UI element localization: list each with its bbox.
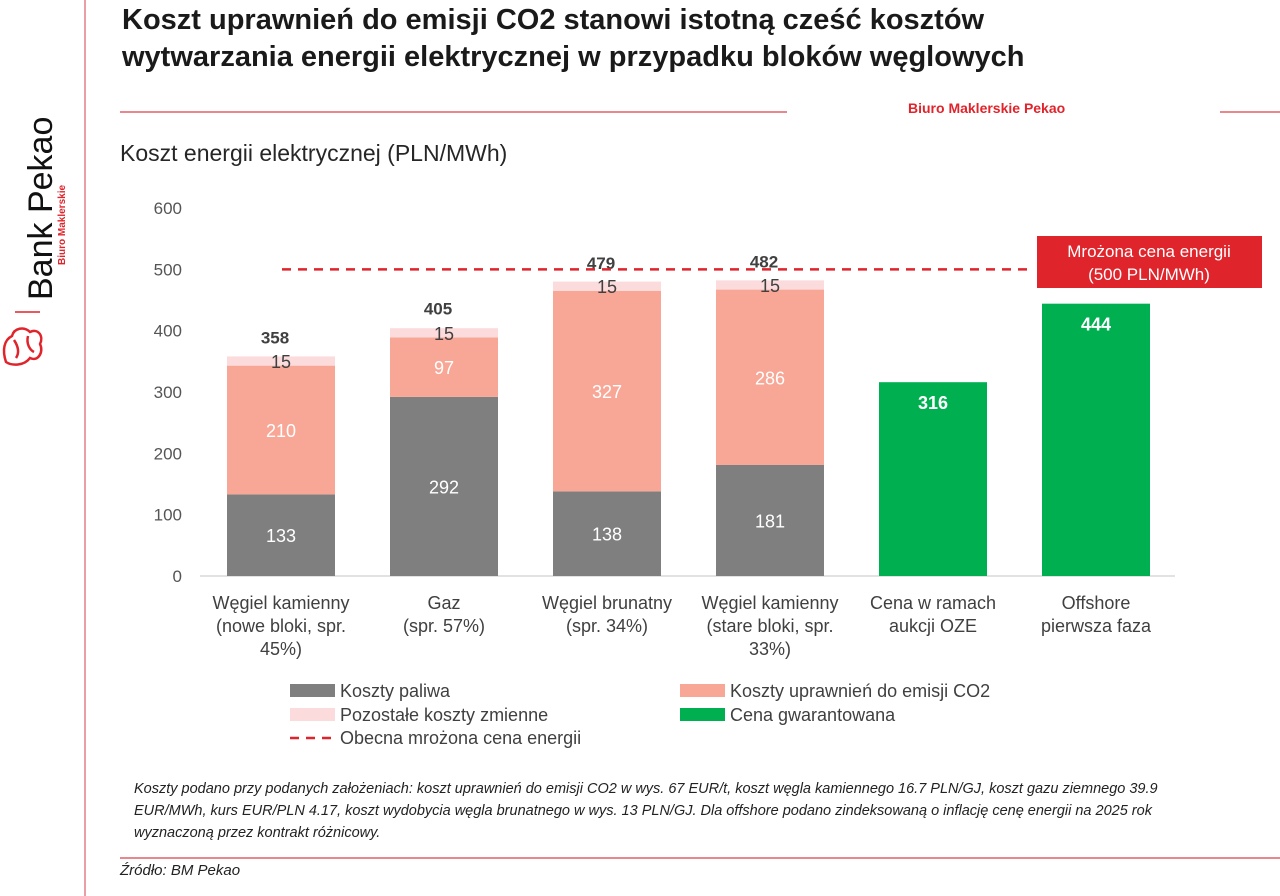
y-tick-label: 0 — [173, 567, 182, 586]
bar-segment — [390, 328, 498, 338]
x-tick-label: (spr. 57%) — [403, 616, 485, 636]
footnote: Koszty podano przy podanych założeniach:… — [134, 781, 1158, 841]
page-title: Koszt uprawnień do emisji CO2 stanowi is… — [122, 2, 1024, 76]
header-divider — [120, 111, 787, 113]
total-label: 482 — [750, 252, 778, 271]
bar-segment — [553, 491, 661, 576]
data-label: 133 — [266, 526, 296, 546]
left-border-line — [84, 0, 86, 896]
y-tick-label: 500 — [154, 260, 182, 279]
legend-swatch — [680, 708, 725, 721]
y-tick-label: 200 — [154, 444, 182, 463]
data-label: 316 — [918, 393, 948, 413]
data-label: 138 — [592, 525, 622, 545]
y-tick-label: 300 — [154, 383, 182, 402]
bar-segment — [553, 290, 661, 492]
x-tick-label: 45%) — [260, 639, 302, 659]
bar-segment — [390, 337, 498, 397]
bar-segment — [716, 280, 824, 290]
x-tick-label: 33%) — [749, 639, 791, 659]
x-tick-label: Węgiel brunatny — [542, 593, 672, 613]
x-tick-label: (nowe bloki, spr. — [216, 616, 346, 636]
data-label: 15 — [597, 277, 617, 297]
legend-swatch — [290, 684, 335, 697]
bar-segment — [1042, 303, 1150, 576]
x-tick-label: aukcji OZE — [889, 616, 977, 636]
legend-label: Obecna mrożona cena energii — [340, 728, 581, 748]
x-tick-label: Gaz — [427, 593, 460, 613]
svg-text:Bank Pekao: Bank Pekao — [22, 117, 60, 300]
title-line-2: wytwarzania energii elektrycznej w przyp… — [122, 41, 1025, 73]
x-tick-label: Cena w ramach — [870, 593, 996, 613]
title-line-1: Koszt uprawnień do emisji CO2 stanowi is… — [122, 4, 985, 36]
data-label: 444 — [1081, 315, 1111, 335]
data-label: 210 — [266, 421, 296, 441]
data-label: 15 — [271, 352, 291, 372]
data-label: 181 — [755, 511, 785, 531]
legend-label: Pozostałe koszty zmienne — [340, 705, 548, 725]
x-tick-label: Węgiel kamienny — [212, 593, 349, 613]
bar-segment — [390, 396, 498, 576]
bar-segment — [879, 382, 987, 576]
x-tick-label: Węgiel kamienny — [701, 593, 838, 613]
bar-segment — [716, 464, 824, 576]
bison-icon — [2, 327, 43, 366]
annotation-text: (500 PLN/MWh) — [1088, 265, 1210, 284]
bar-segment — [227, 365, 335, 495]
y-tick-label: 400 — [154, 322, 182, 341]
bar-segment — [553, 281, 661, 291]
y-tick-label: 600 — [154, 199, 182, 218]
annotation-box — [1037, 236, 1262, 288]
bank-pekao-logo: Bank Pekao Biuro Maklerskie — [2, 117, 68, 366]
source-note: Źródło: BM Pekao — [120, 862, 241, 879]
x-tick-label: (stare bloki, spr. — [706, 616, 833, 636]
x-tick-label: Offshore — [1062, 593, 1131, 613]
legend-swatch — [680, 684, 725, 697]
x-tick-label: (spr. 34%) — [566, 616, 648, 636]
svg-text:Biuro Maklerskie: Biuro Maklerskie — [57, 185, 68, 265]
total-label: 405 — [424, 300, 452, 319]
data-label: 292 — [429, 477, 459, 497]
data-label: 327 — [592, 382, 622, 402]
data-label: 15 — [434, 324, 454, 344]
x-tick-label: pierwsza faza — [1041, 616, 1152, 636]
brokerage-label: Biuro Maklerskie Pekao — [908, 100, 1066, 116]
annotation-text: Mrożona cena energii — [1067, 242, 1230, 261]
chart-title: Koszt energii elektrycznej (PLN/MWh) — [120, 140, 508, 166]
legend-label: Koszty uprawnień do emisji CO2 — [730, 681, 990, 701]
bar-segment — [716, 289, 824, 465]
data-label: 15 — [760, 276, 780, 296]
y-tick-label: 100 — [154, 506, 182, 525]
legend-label: Cena gwarantowana — [730, 705, 896, 725]
data-label: 286 — [755, 368, 785, 388]
bar-segment — [227, 356, 335, 366]
data-label: 97 — [434, 358, 454, 378]
footer-divider — [120, 857, 1280, 859]
legend-swatch — [290, 708, 335, 721]
bar-segment — [227, 494, 335, 576]
legend-label: Koszty paliwa — [340, 681, 451, 701]
total-label: 358 — [261, 328, 289, 347]
header-divider-right — [1220, 111, 1280, 113]
